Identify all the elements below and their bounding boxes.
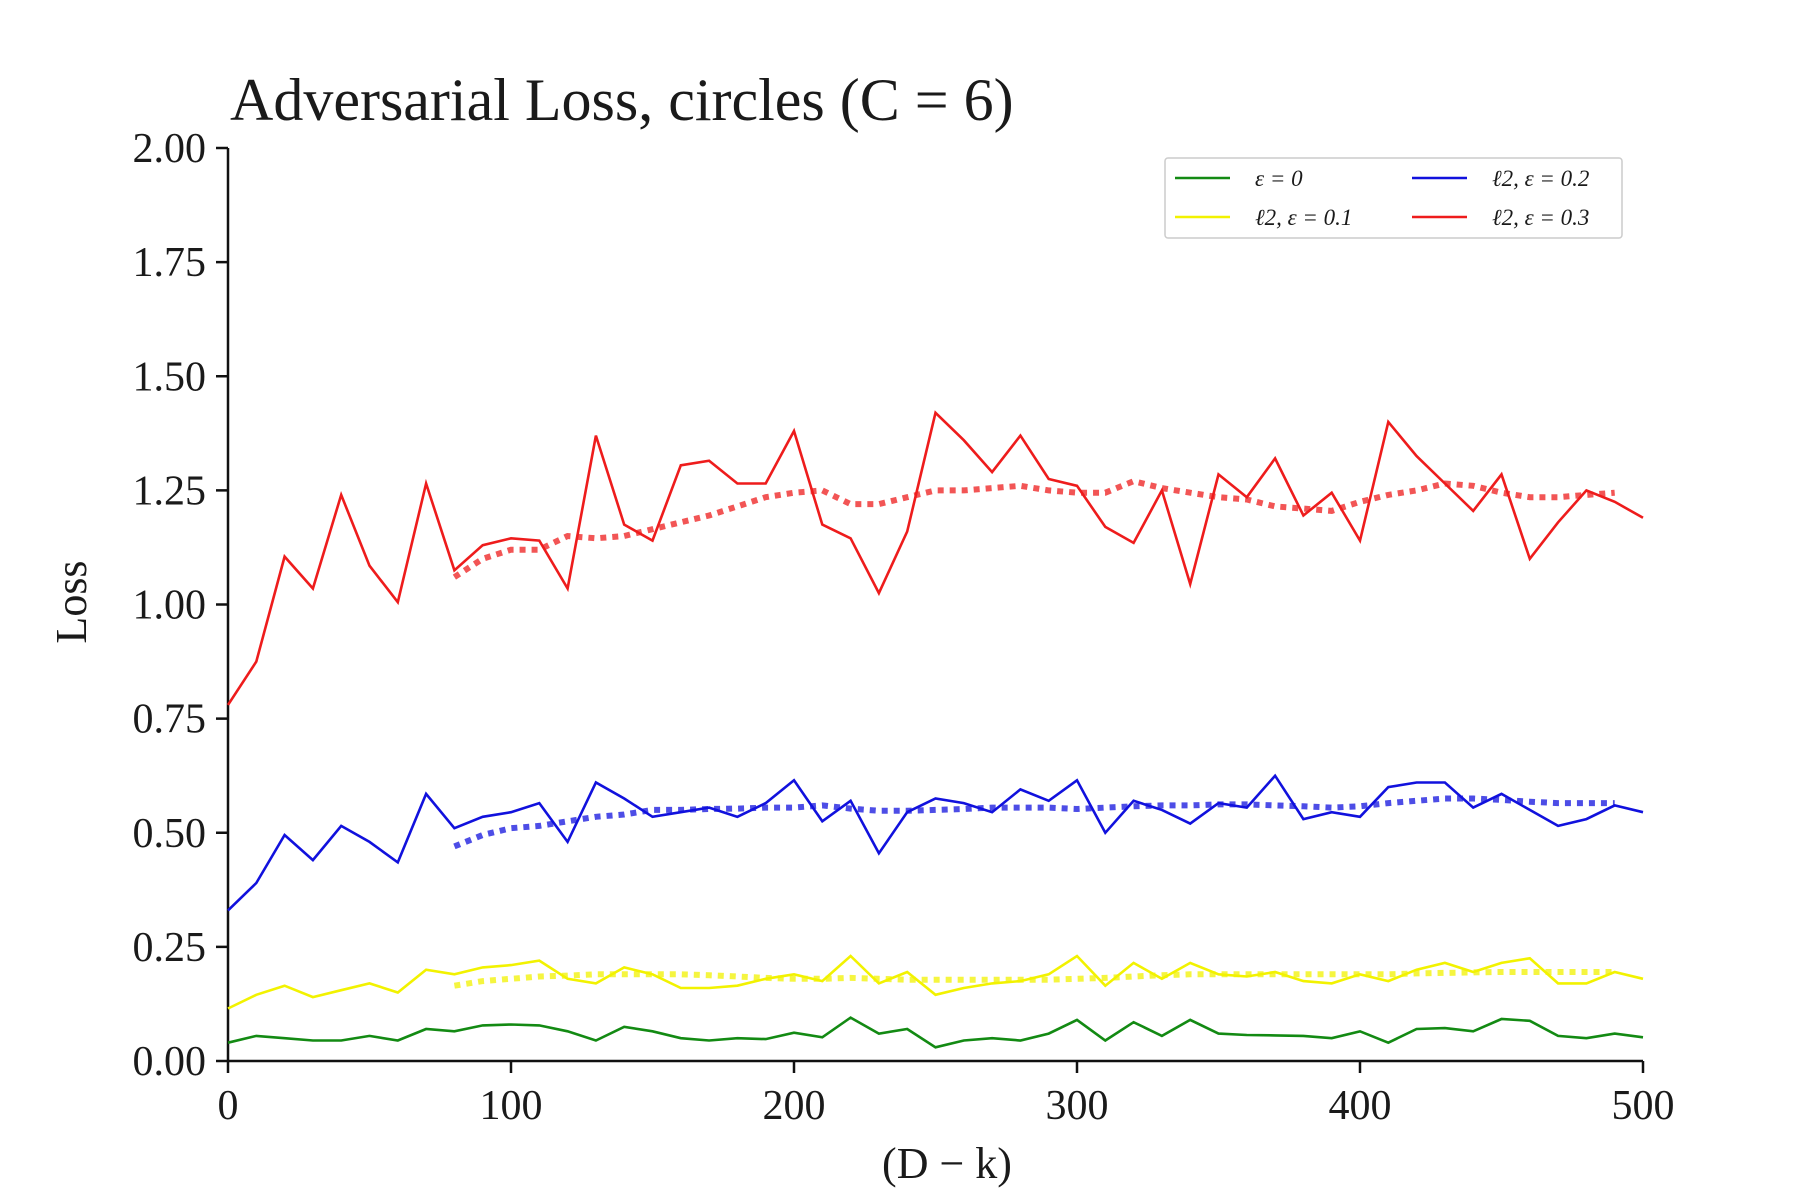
y-tick-label: 0.75 bbox=[133, 697, 207, 743]
legend-label-3: ℓ2, ε = 0.3 bbox=[1492, 205, 1589, 230]
series-3-line bbox=[226, 410, 1644, 706]
y-tick-label: 1.25 bbox=[133, 468, 207, 514]
y-tick-label: 1.75 bbox=[133, 240, 207, 286]
series-2-trend-line bbox=[453, 795, 1615, 850]
legend-label-1: ℓ2, ε = 0.1 bbox=[1255, 205, 1352, 230]
x-tick-label: 100 bbox=[480, 1083, 543, 1129]
y-tick-label: 0.00 bbox=[133, 1039, 207, 1085]
x-tick-label: 0 bbox=[218, 1083, 239, 1129]
axes: 0.00 0.25 0.50 0.75 1.00 1.25 1.50 1.75 2.00 0 100… bbox=[133, 126, 1675, 1129]
legend: ε = 0 ℓ2, ε = 0.1 ℓ2, ε = 0.2 ℓ2, ε = 0.3 bbox=[1164, 157, 1623, 239]
chart-title: Adversarial Loss, circles (C = 6) bbox=[230, 67, 1014, 133]
y-tick-label: 2.00 bbox=[133, 126, 207, 172]
y-tick-label: 1.50 bbox=[133, 354, 207, 400]
series-1-trend-line bbox=[453, 969, 1615, 989]
series-layer bbox=[226, 410, 1644, 1049]
x-tick-label: 500 bbox=[1612, 1083, 1675, 1129]
y-tick-label: 0.25 bbox=[133, 925, 207, 971]
series-2-line bbox=[227, 773, 1644, 912]
series-0-line bbox=[227, 1016, 1644, 1049]
series-3-trend-line bbox=[452, 478, 1615, 580]
x-axis-title: (D − k) bbox=[882, 1139, 1012, 1188]
x-tick-label: 400 bbox=[1329, 1083, 1392, 1129]
legend-label-0: ε = 0 bbox=[1255, 166, 1303, 191]
y-tick-label: 1.00 bbox=[133, 583, 207, 629]
legend-label-2: ℓ2, ε = 0.2 bbox=[1492, 166, 1589, 191]
x-tick-label: 300 bbox=[1046, 1083, 1109, 1129]
x-tick-label: 200 bbox=[763, 1083, 826, 1129]
legend-box bbox=[1164, 157, 1623, 239]
y-axis-title: Loss bbox=[47, 560, 96, 643]
y-tick-label: 0.50 bbox=[133, 811, 207, 857]
